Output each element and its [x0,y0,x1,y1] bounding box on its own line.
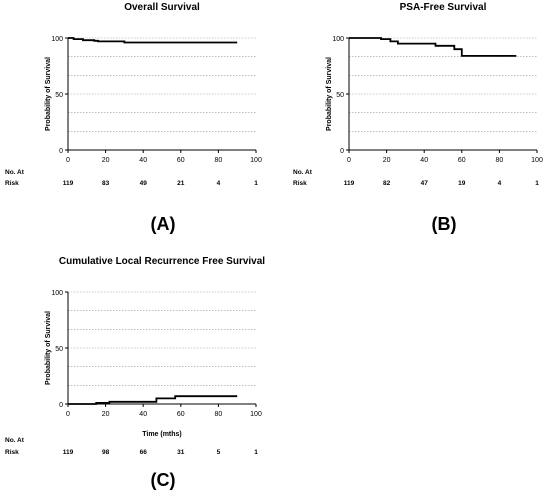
risk-count: 83 [102,180,110,187]
risk-count: 5 [217,449,221,456]
risk-label-line1: No. At [5,437,25,444]
x-tick-label: 40 [139,411,147,418]
risk-count: 4 [498,180,502,187]
y-tick-label: 100 [51,290,63,297]
risk-count: 47 [421,180,429,187]
y-tick-label: 50 [55,346,63,353]
risk-count: 4 [217,180,221,187]
risk-label-line2: Risk [5,180,19,187]
risk-count: 1 [254,449,258,456]
risk-count: 31 [177,449,185,456]
x-tick-label: 0 [66,157,70,164]
x-tick-label: 60 [177,157,185,164]
x-axis-label: Time (mths) [142,431,182,438]
panel-3: Cumulative Local Recurrence Free Surviva… [5,256,265,490]
risk-count: 1 [535,180,539,187]
risk-count: 119 [63,449,74,456]
y-tick-label: 50 [55,92,63,99]
y-tick-label: 0 [59,148,63,155]
panel-label: (B) [432,214,457,234]
panel-1: Overall Survival 0 50 100 0 20 40 60 80 100 Probab… [5,2,262,234]
x-tick-label: 100 [531,157,543,164]
risk-label-line1: No. At [5,169,25,176]
x-tick-label: 100 [250,411,262,418]
y-axis-label: Probability of Survival [45,311,52,385]
x-tick-label: 20 [383,157,391,164]
panel-2: PSA-Free Survival 0 50 100 0 20 40 60 80 100 Proba… [293,2,543,234]
x-tick-label: 80 [215,157,223,164]
x-tick-label: 20 [102,157,110,164]
x-tick-label: 40 [420,157,428,164]
y-tick-label: 100 [51,36,63,43]
chart-title: Overall Survival [124,2,200,13]
risk-count: 1 [254,180,258,187]
x-tick-label: 100 [250,157,262,164]
risk-count: 66 [140,449,148,456]
y-tick-label: 0 [340,148,344,155]
risk-count: 119 [63,180,74,187]
survival-curve [68,37,238,44]
survival-curve [68,395,238,405]
risk-count: 19 [458,180,466,187]
y-axis-label: Probability of Survival [45,57,52,131]
risk-count: 98 [102,449,110,456]
risk-count: 49 [140,180,148,187]
y-axis-label: Probability of Survival [326,57,333,131]
risk-count: 82 [383,180,391,187]
chart-title: PSA-Free Survival [400,2,487,13]
x-tick-label: 20 [102,411,110,418]
x-tick-label: 60 [458,157,466,164]
y-tick-label: 50 [336,92,344,99]
panel-label: (A) [151,214,176,234]
x-tick-label: 60 [177,411,185,418]
x-tick-label: 80 [496,157,504,164]
y-tick-label: 0 [59,402,63,409]
x-tick-label: 40 [139,157,147,164]
panel-label: (C) [151,470,176,490]
y-tick-label: 100 [332,36,344,43]
risk-label-line2: Risk [5,449,19,456]
risk-count: 21 [177,180,185,187]
x-tick-label: 0 [66,411,70,418]
risk-count: 119 [344,180,355,187]
survival-curve [349,37,517,57]
chart-title: Cumulative Local Recurrence Free Surviva… [59,256,265,267]
risk-label-line2: Risk [293,180,307,187]
x-tick-label: 0 [347,157,351,164]
risk-label-line1: No. At [293,169,313,176]
x-tick-label: 80 [215,411,223,418]
